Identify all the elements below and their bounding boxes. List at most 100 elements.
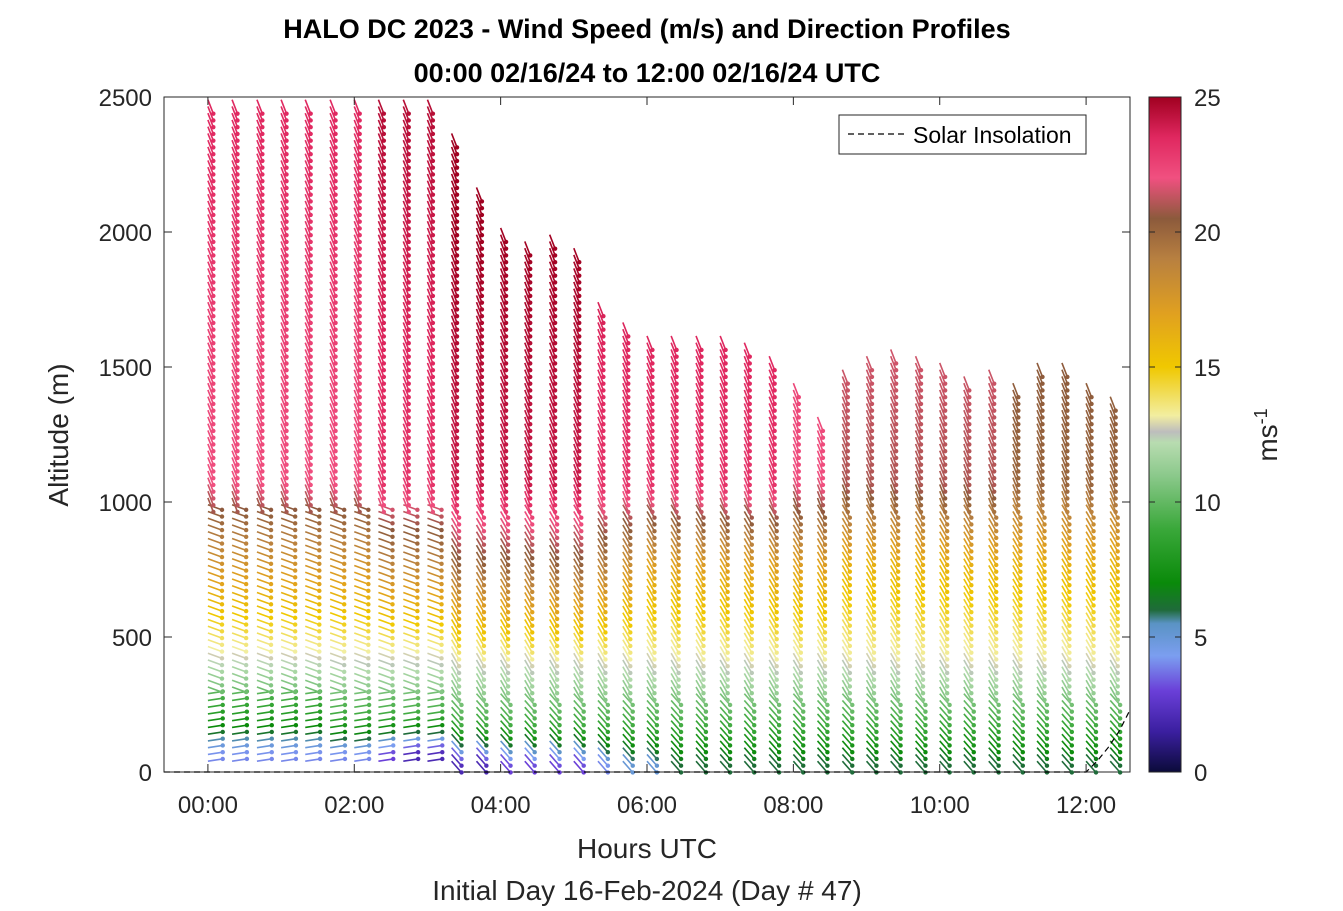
- wind-barb: [963, 436, 971, 452]
- wind-barb-head: [871, 677, 877, 682]
- wind-barb-head: [752, 750, 757, 755]
- wind-barb-head: [893, 496, 899, 501]
- wind-barb: [207, 731, 223, 735]
- wind-barb-head: [725, 677, 730, 682]
- wind-barb: [719, 423, 727, 438]
- wind-barb-head: [994, 657, 999, 662]
- wind-barb: [475, 261, 483, 276]
- wind-barb-head: [774, 637, 779, 642]
- wind-barb: [402, 166, 410, 182]
- wind-barb-head: [650, 354, 655, 359]
- wind-barb-head: [528, 502, 533, 508]
- wind-barb-head: [676, 596, 681, 601]
- wind-barb-head: [923, 723, 928, 728]
- wind-barb-head: [292, 527, 298, 533]
- wind-barb: [573, 524, 582, 539]
- wind-barb-head: [701, 576, 706, 581]
- wind-barb-head: [508, 756, 513, 762]
- wind-barb: [329, 598, 345, 606]
- wind-barb: [304, 166, 312, 182]
- wind-barb: [816, 436, 824, 452]
- wind-barb: [573, 416, 580, 432]
- wind-barb: [622, 585, 632, 600]
- wind-barb: [207, 214, 215, 229]
- wind-barb: [353, 632, 369, 639]
- wind-barb-head: [357, 482, 362, 488]
- wind-barb-head: [874, 763, 879, 768]
- wind-barb-head: [456, 630, 462, 635]
- wind-barb: [646, 382, 654, 398]
- wind-barb: [207, 544, 223, 552]
- wind-barb: [280, 758, 297, 762]
- wind-barb: [695, 666, 705, 681]
- wind-barb-head: [869, 408, 875, 413]
- wind-barb: [816, 558, 826, 573]
- wind-barb-head: [357, 178, 362, 184]
- wind-barb-head: [333, 394, 338, 400]
- wind-barb-head: [505, 691, 511, 696]
- wind-barb: [499, 477, 507, 492]
- wind-barb: [499, 686, 509, 701]
- wind-barb: [548, 362, 556, 378]
- wind-barb: [548, 315, 556, 330]
- wind-barb: [816, 551, 826, 566]
- wind-barb: [573, 639, 582, 654]
- wind-barb: [426, 403, 434, 418]
- wind-barb: [426, 349, 434, 364]
- wind-barb-head: [727, 729, 733, 735]
- wind-barb-head: [579, 576, 584, 581]
- wind-barb-head: [333, 482, 338, 488]
- wind-barb: [450, 166, 458, 182]
- wind-barb: [231, 605, 247, 612]
- wind-barb: [573, 450, 580, 465]
- wind-barb: [280, 598, 296, 606]
- wind-barb-head: [454, 259, 460, 265]
- wind-barb: [329, 652, 345, 660]
- wind-barb-head: [820, 509, 826, 515]
- wind-barb-head: [628, 677, 633, 682]
- wind-barb-head: [235, 334, 240, 339]
- wind-barb-head: [554, 542, 560, 547]
- wind-barb: [207, 133, 215, 148]
- wind-barb-head: [825, 702, 830, 708]
- wind-barb-head: [701, 529, 706, 534]
- wind-barb: [426, 389, 434, 405]
- wind-barb: [695, 585, 705, 600]
- wind-barb-head: [725, 616, 730, 622]
- wind-barb-head: [381, 381, 387, 386]
- wind-barb: [573, 288, 580, 303]
- wind-barb: [207, 524, 223, 531]
- wind-barb-head: [503, 307, 509, 312]
- wind-barb-head: [481, 562, 487, 568]
- wind-barb-head: [967, 415, 972, 420]
- wind-barb-head: [747, 421, 752, 427]
- wind-barb-head: [798, 569, 804, 574]
- wind-barb-head: [994, 603, 999, 608]
- wind-barb-head: [484, 716, 489, 721]
- wind-barb: [280, 146, 288, 162]
- wind-barb: [329, 625, 345, 633]
- wind-barb: [256, 180, 264, 195]
- wind-barb: [475, 747, 487, 760]
- wind-barb: [841, 726, 853, 740]
- wind-barb: [256, 618, 272, 626]
- wind-barb: [377, 409, 385, 425]
- wind-barb: [207, 274, 215, 290]
- wind-barb: [207, 686, 223, 693]
- wind-barb-head: [869, 475, 875, 481]
- wind-barb-head: [342, 756, 348, 762]
- wind-barb: [573, 409, 580, 425]
- wind-barb: [548, 450, 556, 465]
- wind-barb-head: [479, 401, 485, 407]
- wind-barb-head: [554, 535, 560, 541]
- wind-barb: [963, 416, 971, 432]
- wind-barb: [743, 490, 751, 506]
- wind-barb: [280, 470, 288, 486]
- wind-barb: [231, 234, 239, 249]
- wind-barb: [304, 578, 320, 585]
- wind-barb: [231, 638, 247, 646]
- wind-barb-head: [243, 507, 249, 513]
- wind-barb-head: [847, 569, 853, 574]
- wind-barb: [231, 710, 248, 715]
- wind-barb: [646, 470, 654, 486]
